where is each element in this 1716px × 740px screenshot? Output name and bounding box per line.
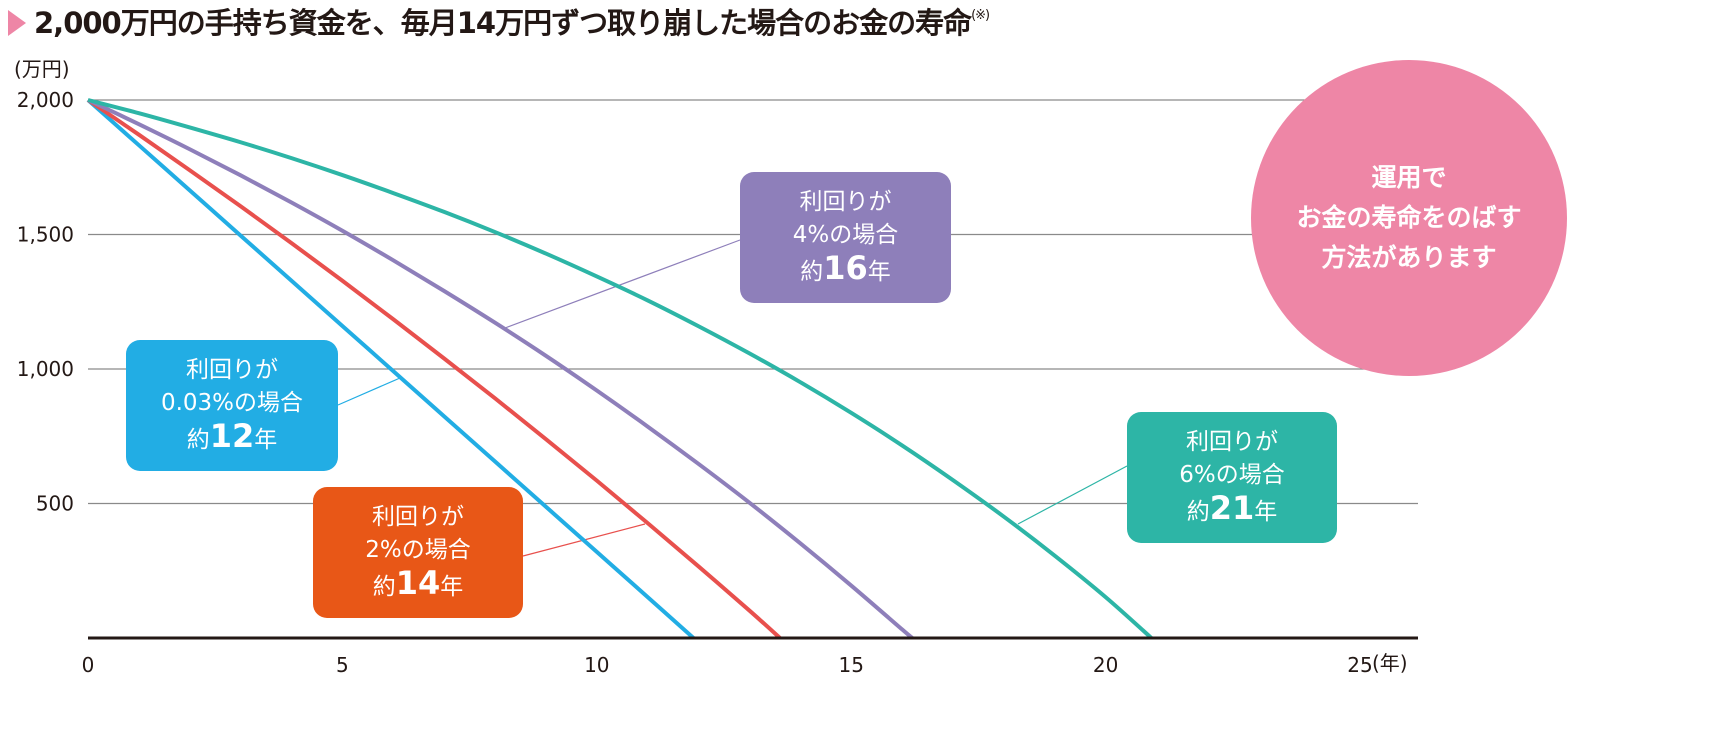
label-years: 約12年 (186, 417, 278, 455)
label-line2: 0.03%の場合 (160, 390, 304, 416)
y-tick-label: 1,000 (17, 357, 74, 381)
label-line2: 2%の場合 (365, 537, 471, 563)
y-tick-label: 500 (36, 492, 74, 516)
label-box-4: 利回りが 4%の場合 約16年 (740, 172, 951, 303)
leader-line-6 (1017, 465, 1128, 525)
series-line (87, 98, 914, 640)
y-tick-label: 2,000 (17, 88, 74, 112)
series-line (86, 98, 782, 640)
label-box-6: 利回りが 6%の場合 約21年 (1127, 412, 1337, 543)
callout-line3: 方法があります (1321, 243, 1497, 272)
leader-line-0.03 (337, 377, 401, 406)
x-tick-label: 25 (1347, 653, 1372, 677)
triangle-bullet-icon (8, 10, 26, 36)
x-tick-label: 15 (838, 653, 863, 677)
label-line1: 利回りが (799, 189, 892, 215)
x-axis-unit: (年) (1372, 651, 1408, 675)
label-line2: 6%の場合 (1179, 462, 1285, 488)
callout-line2: お金の寿命をのばす (1296, 203, 1522, 232)
x-tick-label: 5 (336, 653, 349, 677)
y-axis-unit: (万円) (14, 57, 70, 81)
callout-line1: 運用で (1371, 163, 1447, 192)
x-tick-label: 0 (82, 653, 95, 677)
chart-title: 2,000万円の手持ち資金を、毎月14万円ずつ取り崩した場合のお金の寿命(※) (8, 0, 990, 42)
series-line (87, 98, 1153, 640)
label-line2: 4%の場合 (792, 222, 899, 248)
label-years: 約21年 (1186, 489, 1278, 527)
label-line1: 利回りが (1186, 429, 1278, 455)
label-line1: 利回りが (186, 357, 278, 383)
x-tick-label: 20 (1093, 653, 1118, 677)
x-tick-label: 10 (584, 653, 609, 677)
label-box-0.03: 利回りが 0.03%の場合 約12年 (126, 340, 338, 471)
label-years: 約14年 (372, 564, 464, 602)
y-tick-label: 1,500 (17, 223, 74, 247)
label-line1: 利回りが (372, 504, 464, 530)
series-line (86, 98, 695, 640)
label-years: 約16年 (800, 249, 891, 287)
title-note: (※) (971, 8, 990, 23)
label-box-2: 利回りが 2%の場合 約14年 (313, 487, 523, 618)
leader-line-4 (504, 239, 741, 329)
title-text: 2,000万円の手持ち資金を、毎月14万円ずつ取り崩した場合のお金の寿命 (34, 6, 972, 40)
callout-circle: 運用で お金の寿命をのばす 方法があります (1251, 60, 1567, 376)
